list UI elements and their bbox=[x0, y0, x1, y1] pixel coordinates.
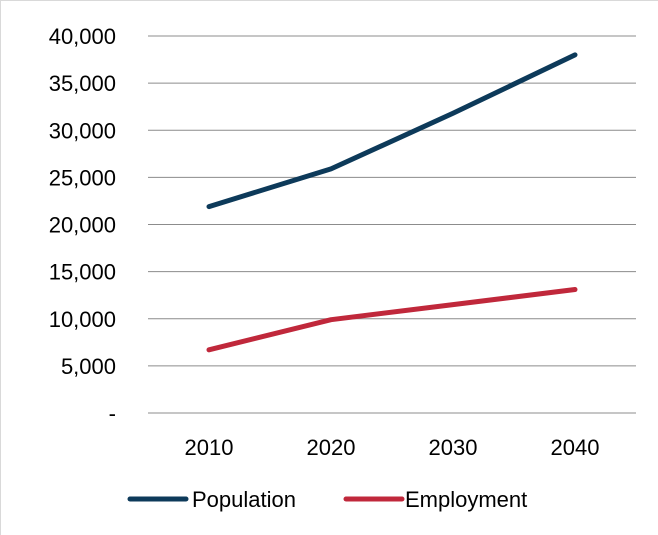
y-tick-label: 20,000 bbox=[49, 213, 116, 238]
y-tick-label: 35,000 bbox=[49, 71, 116, 96]
legend-label: Employment bbox=[405, 487, 527, 512]
y-tick-label: 10,000 bbox=[49, 307, 116, 332]
x-tick-label: 2010 bbox=[185, 435, 234, 460]
legend: Population Employment bbox=[127, 487, 527, 512]
series-employment bbox=[206, 287, 578, 353]
series-line-employment bbox=[206, 287, 578, 353]
y-tick-label: 40,000 bbox=[49, 24, 116, 49]
y-axis-tick-labels: - 5,000 10,000 15,000 20,000 25,000 30,000 35,0… bbox=[49, 24, 116, 426]
x-tick-label: 2040 bbox=[551, 435, 600, 460]
legend-label: Population bbox=[192, 487, 296, 512]
series-population bbox=[206, 52, 578, 210]
x-tick-label: 2020 bbox=[307, 435, 356, 460]
gridlines bbox=[148, 35, 636, 414]
y-tick-label: - bbox=[109, 401, 116, 426]
series-lines bbox=[206, 52, 578, 353]
y-tick-label: 15,000 bbox=[49, 260, 116, 285]
legend-item-employment: Employment bbox=[343, 487, 527, 512]
legend-item-population: Population bbox=[127, 487, 296, 512]
x-tick-label: 2030 bbox=[429, 435, 478, 460]
y-tick-label: 30,000 bbox=[49, 118, 116, 143]
x-axis-tick-labels: 2010 2020 2030 2040 bbox=[185, 435, 600, 460]
y-tick-label: 5,000 bbox=[61, 354, 116, 379]
series-line-population bbox=[206, 52, 578, 210]
y-tick-label: 25,000 bbox=[49, 165, 116, 190]
